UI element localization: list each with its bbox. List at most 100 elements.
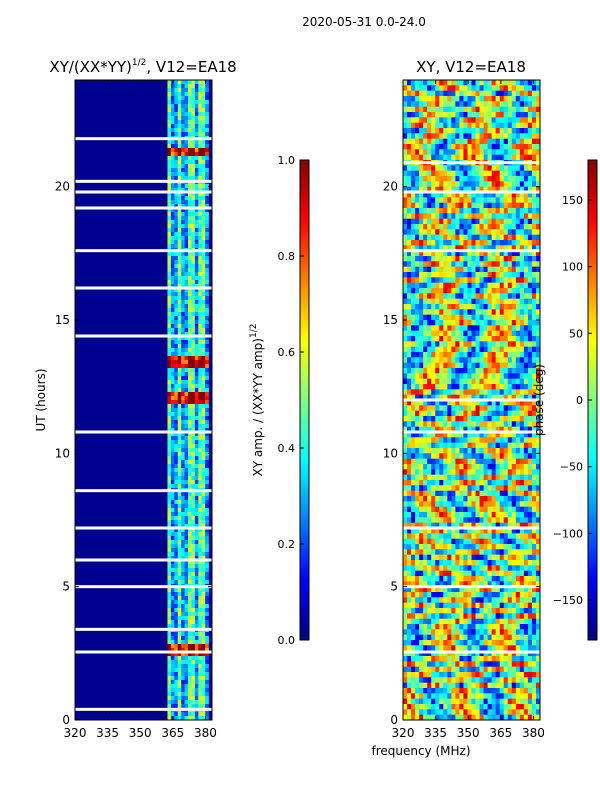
phase-cell [423,506,428,513]
phase-cell [439,314,444,321]
phase-cell [443,480,448,486]
phase-cell [483,165,488,171]
amplitude-cell [191,256,196,261]
phase-cell [427,261,432,267]
phase-cell [487,405,492,411]
phase-cell [407,501,412,507]
phase-cell [427,448,432,454]
amplitude-cell [177,436,182,441]
amplitude-cell [205,312,209,317]
phase-cell [479,117,484,123]
phase-cell [435,304,440,310]
phase-cell [403,378,408,385]
amplitude-cell [194,448,199,453]
amplitude-cell [198,156,203,161]
amplitude-cell [191,364,196,369]
amplitude-cell [205,496,209,501]
phase-cell [511,112,517,118]
phase-cell [511,117,517,123]
phase-cell [427,506,432,513]
amplitude-cell [181,220,185,225]
phase-cell [511,277,517,283]
amplitude-cell [191,520,196,525]
phase-cell [495,170,501,177]
phase-cell [443,464,448,470]
amplitude-cell [194,352,199,357]
amplitude-title: XY/(XX*YY)1/2, V12=EA18 [49,58,236,76]
amplitude-cell [167,684,172,689]
phase-cell [515,250,521,257]
amplitude-cell [191,176,196,181]
amplitude-cell [198,608,203,613]
phase-cell [415,229,420,235]
phase-cell [443,80,448,86]
amplitude-cell [170,528,175,533]
amplitude-cell [167,396,172,401]
phase-cell [511,394,517,401]
amplitude-cell [177,480,182,485]
phase-cell [415,218,420,225]
phase-cell [411,245,416,251]
amplitude-cell [170,212,175,217]
amplitude-cell [191,232,196,237]
phase-cell [515,149,521,155]
phase-cell [451,362,456,369]
amplitude-cell [170,264,175,269]
phase-cell [431,165,436,171]
amplitude-cell [170,308,175,313]
amplitude-cell [170,572,175,577]
phase-cell [475,272,480,278]
amplitude-cell [205,524,209,529]
amplitude-cell [181,396,185,401]
phase-cell [483,522,488,529]
phase-cell [415,128,420,134]
amplitude-cell [191,300,196,305]
phase-cell [435,485,440,491]
amplitude-cell [167,88,172,93]
phase-cell [535,544,541,550]
phase-cell [535,165,541,171]
amplitude-cell [177,284,182,289]
phase-cell [531,352,537,358]
phase-cell [439,224,444,230]
phase-cell [495,517,501,523]
amplitude-cell [184,112,189,117]
amplitude-cell [191,432,196,437]
amplitude-cell [181,128,185,133]
phase-cell [447,480,452,486]
phase-cell [495,234,501,241]
amplitude-cell [201,284,206,289]
phase-cell [495,496,501,502]
phase-cell [427,298,432,305]
amplitude-cell [170,400,175,405]
amplitude-cell [174,116,179,121]
amplitude-cell [201,528,206,533]
amplitude-cell [205,156,209,161]
amplitude-cell [194,236,199,241]
phase-cell [523,469,529,475]
phase-cell [423,528,428,534]
phase-cell [507,288,513,294]
amplitude-cell [191,140,196,145]
phase-cell [479,250,484,257]
phase-cell [479,272,484,278]
amplitude-cell [198,604,203,609]
phase-cell [415,282,420,289]
phase-cell [471,192,476,198]
phase-cell [463,357,468,363]
amplitude-cell [170,620,175,625]
phase-cell [491,448,496,454]
amplitude-cell [205,112,209,117]
amplitude-cell [191,348,196,353]
phase-cell [483,384,488,390]
amplitude-cell [201,560,206,565]
amplitude-cell [167,196,172,201]
amplitude-cell [198,712,203,717]
amplitude-cell [174,688,179,693]
phase-cell [439,453,444,459]
phase-cell [515,282,521,289]
phase-cell [475,224,480,230]
amplitude-cell [201,96,206,101]
amplitude-cell [188,680,192,685]
